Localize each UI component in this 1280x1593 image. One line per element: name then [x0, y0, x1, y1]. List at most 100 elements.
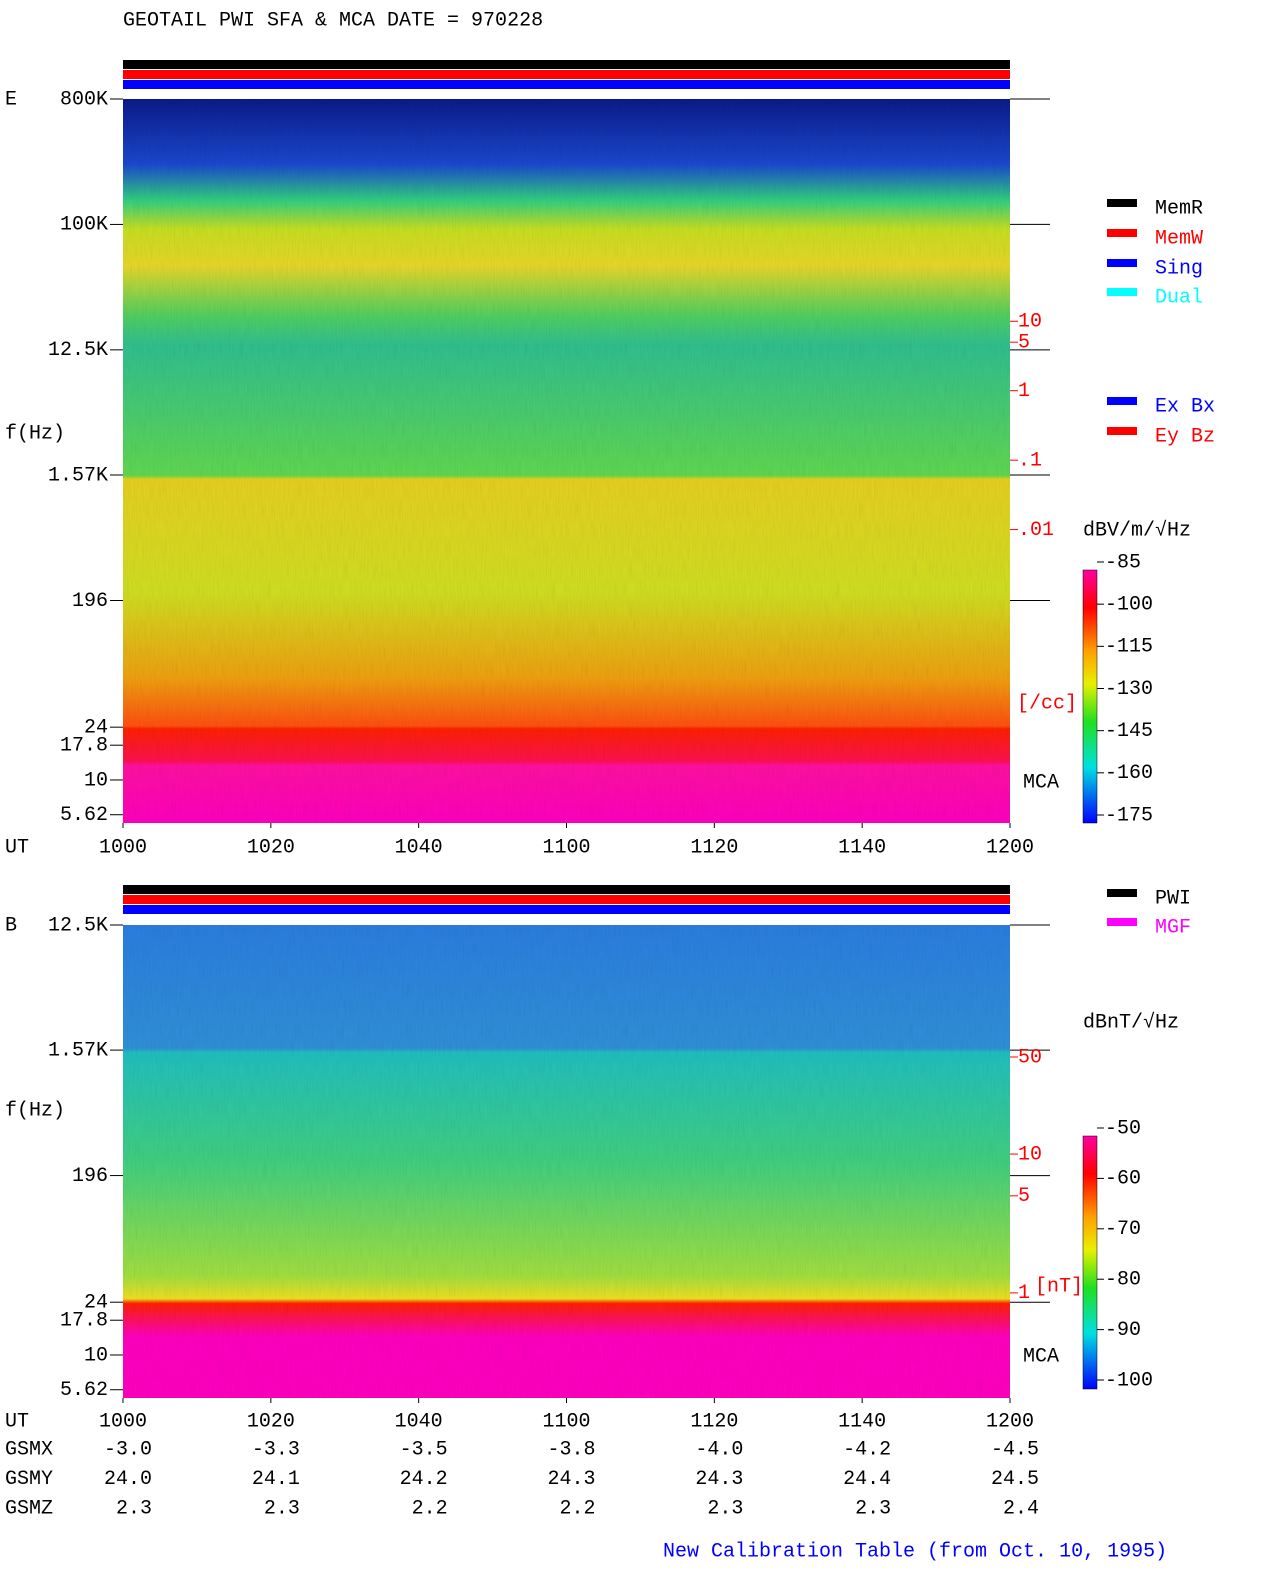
colorbar-tick-label: -85 — [1105, 551, 1141, 574]
y-tick-label: 17.8 — [60, 1309, 108, 1332]
x-tick-label: 1000 — [99, 1410, 147, 1433]
orbit-value: -3.8 — [547, 1438, 595, 1461]
panel-label: B — [5, 914, 17, 937]
y-tick-label: 12.5K — [48, 339, 108, 362]
x-tick-label: 1120 — [690, 1410, 738, 1433]
y-tick-label: 12.5K — [48, 914, 108, 937]
mca-label: MCA — [1023, 1345, 1059, 1368]
status-bar — [123, 905, 1010, 914]
x-tick-label: 1100 — [542, 836, 590, 859]
colorbar-unit: dBV/m/√Hz — [1083, 518, 1191, 542]
legend-label: PWI — [1155, 887, 1191, 910]
colorbar-tick-label: -60 — [1105, 1168, 1141, 1191]
legend-label: Dual — [1155, 286, 1203, 309]
colorbar — [1082, 569, 1098, 824]
colorbar-tick-label: -160 — [1105, 762, 1153, 785]
y-tick-label: 1.57K — [48, 1039, 108, 1062]
colorbar-tick-label: -50 — [1105, 1117, 1141, 1140]
title: GEOTAIL PWI SFA & MCA DATE = 970228 — [123, 9, 543, 32]
legend-label: Sing — [1155, 257, 1203, 280]
colorbar-tick-label: -100 — [1105, 1369, 1153, 1392]
spectrogram-texture — [123, 99, 1010, 823]
y-tick-label: 800K — [60, 88, 108, 111]
orbit-value: 2.3 — [264, 1497, 300, 1520]
right-scale-label: 10 — [1018, 1143, 1042, 1166]
legend-label: Ey Bz — [1155, 425, 1215, 448]
colorbar-tick-label: -145 — [1105, 720, 1153, 743]
right-scale-unit: [/cc] — [1017, 692, 1077, 715]
orbit-value: 24.1 — [252, 1468, 300, 1491]
orbit-value: 2.3 — [116, 1497, 152, 1520]
right-scale-label: 1 — [1018, 1282, 1030, 1305]
x-tick-label: 1120 — [690, 836, 738, 859]
x-tick-label: 1020 — [247, 836, 295, 859]
x-tick-label: 1000 — [99, 836, 147, 859]
legend-label: MemW — [1155, 227, 1203, 250]
right-scale-label: 10 — [1018, 311, 1042, 334]
legend-swatch — [1107, 918, 1137, 926]
y-tick-label: 196 — [72, 590, 108, 613]
footer: New Calibration Table (from Oct. 10, 199… — [663, 1540, 1167, 1563]
orbit-label: GSMX — [5, 1438, 53, 1461]
x-tick-label: 1200 — [986, 836, 1034, 859]
x-axis-label: UT — [5, 1410, 29, 1433]
legend-label: MGF — [1155, 916, 1191, 939]
orbit-value: -3.3 — [252, 1438, 300, 1461]
orbit-value: -4.0 — [695, 1438, 743, 1461]
legend-swatch — [1107, 199, 1137, 207]
y-tick-label: 17.8 — [60, 734, 108, 757]
orbit-label: GSMY — [5, 1468, 53, 1491]
colorbar-tick-label: -130 — [1105, 678, 1153, 701]
right-scale-label: .01 — [1018, 519, 1054, 542]
y-tick-label: 196 — [72, 1165, 108, 1188]
legend-swatch — [1107, 229, 1137, 237]
x-tick-label: 1040 — [395, 1410, 443, 1433]
y-tick-label: 10 — [84, 1344, 108, 1367]
orbit-value: 24.0 — [104, 1468, 152, 1491]
right-scale-unit: [nT] — [1035, 1275, 1083, 1298]
y-tick-label: 24 — [84, 716, 108, 739]
right-scale-label: 1 — [1018, 380, 1030, 403]
orbit-value: 24.5 — [991, 1468, 1039, 1491]
colorbar-tick-label: -90 — [1105, 1319, 1141, 1342]
x-tick-label: 1100 — [542, 1410, 590, 1433]
status-bar — [123, 70, 1010, 79]
right-scale-label: 5 — [1018, 1185, 1030, 1208]
colorbar-unit: dBnT/√Hz — [1083, 1010, 1179, 1034]
orbit-value: 2.3 — [855, 1497, 891, 1520]
orbit-value: -3.5 — [400, 1438, 448, 1461]
orbit-value: -3.0 — [104, 1438, 152, 1461]
orbit-value: 2.4 — [1003, 1497, 1039, 1520]
orbit-value: 24.3 — [547, 1468, 595, 1491]
colorbar-tick-label: -80 — [1105, 1268, 1141, 1291]
y-tick-label: 1.57K — [48, 464, 108, 487]
right-scale-label: .1 — [1018, 449, 1042, 472]
status-bar — [123, 885, 1010, 894]
right-scale-label: 50 — [1018, 1046, 1042, 1069]
x-tick-label: 1140 — [838, 836, 886, 859]
orbit-value: 2.3 — [707, 1497, 743, 1520]
colorbar-tick-label: -115 — [1105, 636, 1153, 659]
x-tick-label: 1200 — [986, 1410, 1034, 1433]
panel-label: E — [5, 88, 17, 111]
y-axis-label: f(Hz) — [5, 422, 65, 445]
colorbar — [1082, 1135, 1098, 1390]
x-axis-label: UT — [5, 836, 29, 859]
legend-swatch — [1107, 259, 1137, 267]
spectrogram-texture — [123, 925, 1010, 1398]
status-bar — [123, 60, 1010, 69]
legend-swatch — [1107, 288, 1137, 296]
orbit-value: 2.2 — [559, 1497, 595, 1520]
legend-swatch — [1107, 889, 1137, 897]
x-tick-label: 1140 — [838, 1410, 886, 1433]
status-bar — [123, 80, 1010, 89]
colorbar-tick-label: -70 — [1105, 1218, 1141, 1241]
orbit-value: -4.5 — [991, 1438, 1039, 1461]
colorbar-tick-label: -175 — [1105, 804, 1153, 827]
x-tick-label: 1020 — [247, 1410, 295, 1433]
legend-swatch — [1107, 397, 1137, 405]
y-tick-label: 24 — [84, 1291, 108, 1314]
y-tick-label: 100K — [60, 214, 108, 237]
y-tick-label: 5.62 — [60, 1379, 108, 1402]
